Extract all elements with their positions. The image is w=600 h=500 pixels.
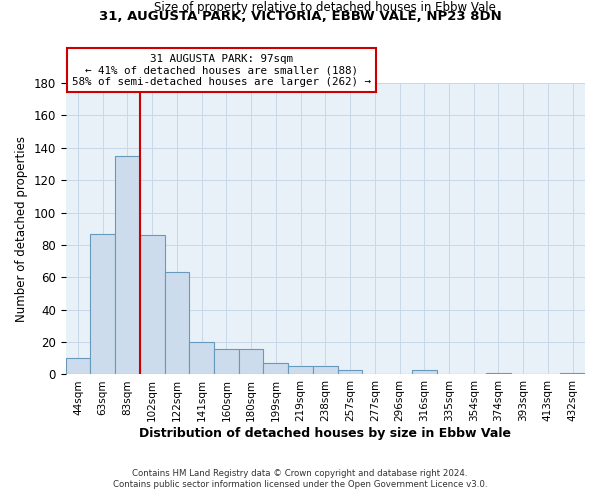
Bar <box>115 156 140 374</box>
Bar <box>263 363 288 374</box>
Text: 31, AUGUSTA PARK, VICTORIA, EBBW VALE, NP23 8DN: 31, AUGUSTA PARK, VICTORIA, EBBW VALE, N… <box>98 10 502 23</box>
Text: Contains HM Land Registry data © Crown copyright and database right 2024.: Contains HM Land Registry data © Crown c… <box>132 468 468 477</box>
Bar <box>91 234 115 374</box>
Bar <box>313 366 338 374</box>
Y-axis label: Number of detached properties: Number of detached properties <box>15 136 28 322</box>
Title: Size of property relative to detached houses in Ebbw Vale: Size of property relative to detached ho… <box>154 1 496 14</box>
Bar <box>560 373 585 374</box>
Bar <box>239 348 263 374</box>
Text: Contains public sector information licensed under the Open Government Licence v3: Contains public sector information licen… <box>113 480 487 489</box>
Bar <box>214 348 239 374</box>
X-axis label: Distribution of detached houses by size in Ebbw Vale: Distribution of detached houses by size … <box>139 427 511 440</box>
Text: 31 AUGUSTA PARK: 97sqm
← 41% of detached houses are smaller (188)
58% of semi-de: 31 AUGUSTA PARK: 97sqm ← 41% of detached… <box>72 54 371 87</box>
Bar <box>338 370 362 374</box>
Bar <box>288 366 313 374</box>
Bar <box>164 272 190 374</box>
Bar <box>412 370 437 374</box>
Bar <box>486 373 511 374</box>
Bar <box>190 342 214 374</box>
Bar <box>65 358 91 374</box>
Bar <box>140 235 164 374</box>
